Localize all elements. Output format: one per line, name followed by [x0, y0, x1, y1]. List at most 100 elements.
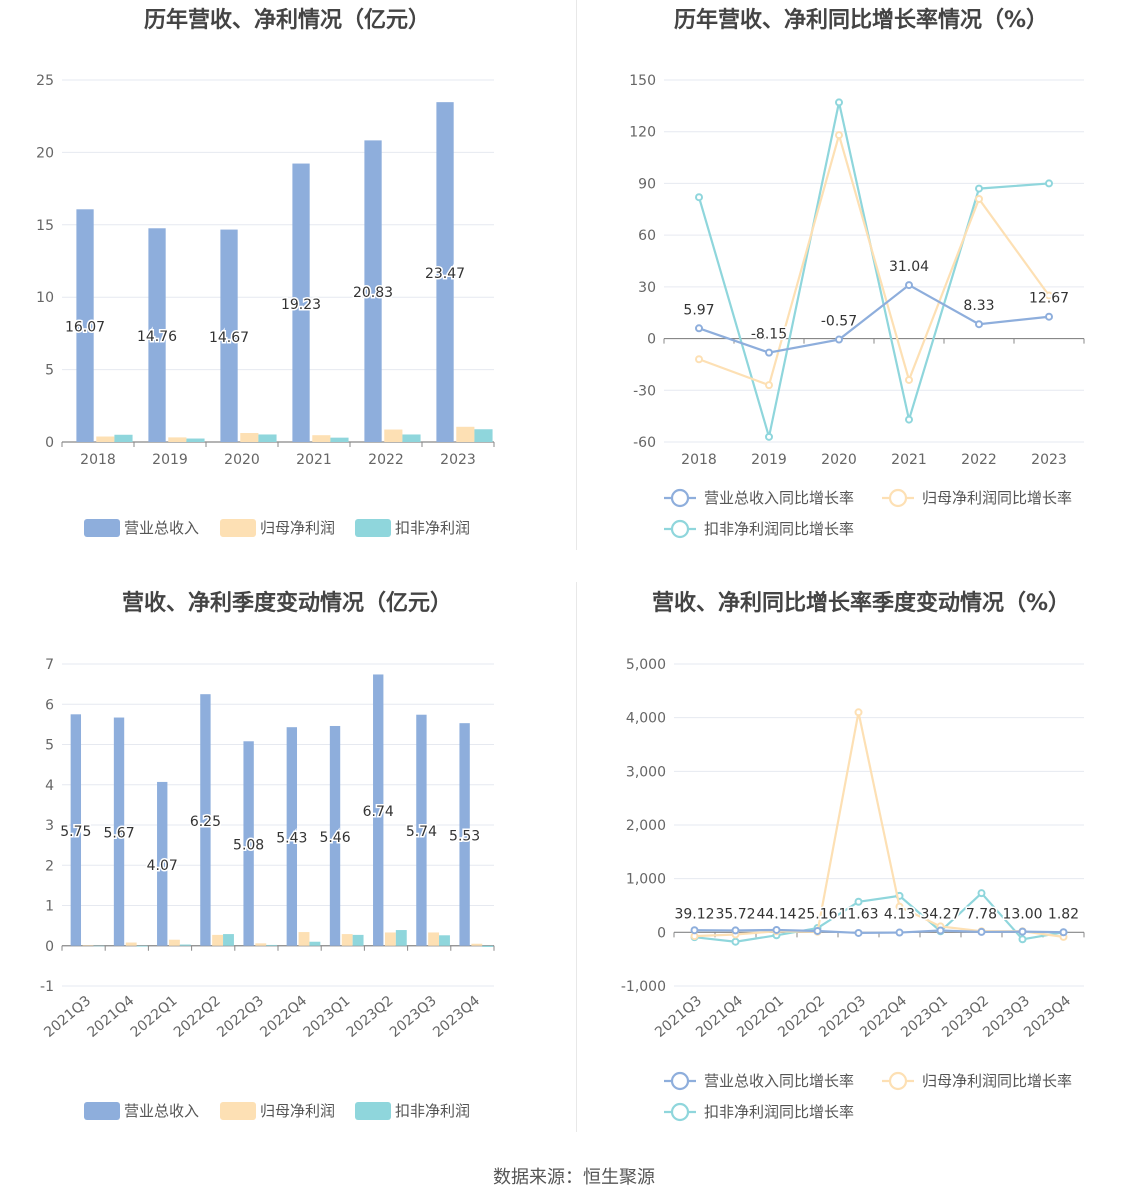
y-tick-label: 10: [36, 290, 54, 306]
y-tick-label: -1: [40, 979, 54, 995]
bar-营业总收入: [459, 723, 470, 946]
y-tick-label: 5: [45, 363, 54, 379]
x-tick-label: 2023Q4: [430, 993, 483, 1041]
bar-营业总收入: [243, 741, 254, 946]
x-tick-label: 2019: [751, 452, 787, 468]
point-营业总收入同比增长率: [731, 926, 740, 935]
x-tick-label: 2022: [368, 452, 404, 468]
legend-swatch: [355, 519, 391, 537]
y-tick-label: 5: [45, 738, 54, 754]
bar-营业总收入: [70, 714, 82, 946]
point-扣非净利润同比增长率: [1045, 179, 1053, 188]
legend-label: 扣非净利润: [395, 519, 470, 537]
bar-扣非净利润: [330, 437, 349, 442]
bar-扣非净利润: [258, 434, 277, 442]
bar-营业总收入: [157, 781, 168, 946]
point-营业总收入同比增长率: [975, 320, 983, 329]
x-tick-label: 2021Q3: [41, 993, 94, 1041]
series-line-扣非净利润同比增长率: [694, 891, 1064, 943]
data-label: 5.74: [406, 824, 437, 840]
legend-swatch: [220, 519, 256, 537]
y-tick-label: 4: [45, 778, 54, 794]
bar-归母净利润: [341, 934, 353, 946]
chart-panel-annual-growth: 历年营收、净利同比增长率情况（%） -60 -30 0 30 60 90 120 150 201…: [574, 0, 1148, 580]
legend-swatch: [888, 1071, 908, 1091]
quarterly-growth-line-chart: -1,00001,0002,0003,0004,0005,0002021Q320…: [621, 657, 1085, 1122]
data-label: 31.04: [889, 259, 929, 275]
bar-扣非净利润: [439, 935, 450, 946]
point-归母净利润同比增长率: [854, 708, 863, 717]
bar-归母净利润: [255, 943, 267, 946]
y-tick-label: 4,000: [626, 711, 666, 727]
bar-扣非净利润: [223, 934, 234, 946]
bar-营业总收入: [292, 163, 310, 442]
chart-title: 历年营收、净利同比增长率情况（%）: [673, 8, 1049, 33]
bar-归母净利润: [168, 939, 180, 946]
data-label: 19.23: [281, 297, 321, 313]
y-tick-label: 0: [647, 332, 656, 348]
data-label: 7.78: [966, 906, 997, 922]
legend-swatch: [355, 1102, 391, 1120]
series-line-扣非净利润同比增长率: [697, 102, 1050, 438]
y-tick-label: 2: [45, 858, 54, 874]
point-营业总收入同比增长率: [772, 925, 781, 934]
legend-label: 营业总收入: [124, 1102, 199, 1120]
y-tick-label: 0: [657, 925, 666, 941]
bar-归母净利润: [82, 945, 94, 946]
y-tick-label: 2,000: [626, 818, 666, 834]
legend-label: 归母净利润: [260, 519, 335, 537]
point-归母净利润同比增长率: [895, 902, 904, 911]
data-label: 13.00: [1002, 906, 1042, 922]
x-tick-label: 2018: [80, 452, 116, 468]
bar-扣非净利润: [114, 434, 133, 442]
x-tick-label: 2021Q4: [85, 993, 138, 1041]
point-营业总收入同比增长率: [695, 324, 703, 333]
bar-营业总收入: [76, 209, 94, 442]
bar-营业总收入: [373, 674, 384, 946]
point-营业总收入同比增长率: [835, 335, 843, 344]
data-label: -8.15: [751, 327, 787, 343]
point-扣非净利润同比增长率: [975, 184, 983, 193]
legend-swatch: [670, 519, 690, 539]
data-label: 20.83: [353, 285, 393, 301]
x-tick-label: 2021: [296, 452, 332, 468]
point-营业总收入同比增长率: [1018, 927, 1027, 936]
legend-label: 营业总收入同比增长率: [704, 1072, 854, 1090]
bar-归母净利润: [96, 436, 115, 442]
x-tick-label: 2022: [961, 452, 997, 468]
point-扣非净利润同比增长率: [695, 193, 703, 202]
legend-label: 归母净利润同比增长率: [922, 489, 1072, 507]
point-归母净利润同比增长率: [1045, 291, 1053, 300]
x-tick-label: 2022Q2: [171, 993, 224, 1041]
bar-扣非净利润: [309, 941, 321, 946]
y-tick-label: 15: [36, 218, 54, 234]
bar-归母净利润: [456, 426, 475, 442]
data-label: 11.63: [838, 906, 878, 922]
x-tick-label: 2022Q1: [128, 993, 181, 1041]
x-tick-label: 2022Q3: [214, 993, 267, 1041]
y-tick-label: 3: [45, 818, 54, 834]
legend-swatch: [670, 1071, 690, 1091]
data-label: 5.75: [60, 824, 91, 840]
point-营业总收入同比增长率: [690, 926, 699, 935]
quarterly-revenue-bar-chart: -1 0 1 2 3 4 5 6 7 2021Q32021Q42022Q12022Q22022Q3…: [40, 657, 495, 1120]
point-扣非净利润同比增长率: [1018, 935, 1027, 944]
data-label: 35.72: [715, 906, 755, 922]
legend-swatch: [888, 488, 908, 508]
y-tick-label: 60: [638, 228, 656, 244]
x-tick-label: 2020: [224, 452, 260, 468]
y-tick-label: 20: [36, 145, 54, 161]
x-tick-label: 2023: [440, 452, 476, 468]
chart-panel-annual-revenue: 历年营收、净利情况（亿元） 0 5 10 15 20 25 2018 2019 2020 2021…: [0, 0, 574, 580]
y-tick-label: -1,000: [621, 979, 666, 995]
y-tick-label: 1,000: [626, 872, 666, 888]
bar-归母净利润: [428, 932, 440, 946]
bar-归母净利润: [168, 437, 187, 442]
bar-营业总收入: [220, 229, 238, 442]
data-label: -0.57: [821, 314, 857, 330]
bar-归母净利润: [312, 435, 331, 442]
x-tick-label: 2019: [152, 452, 188, 468]
point-归母净利润同比增长率: [835, 131, 843, 140]
legend-label: 归母净利润同比增长率: [922, 1072, 1072, 1090]
y-tick-label: 90: [638, 176, 656, 192]
